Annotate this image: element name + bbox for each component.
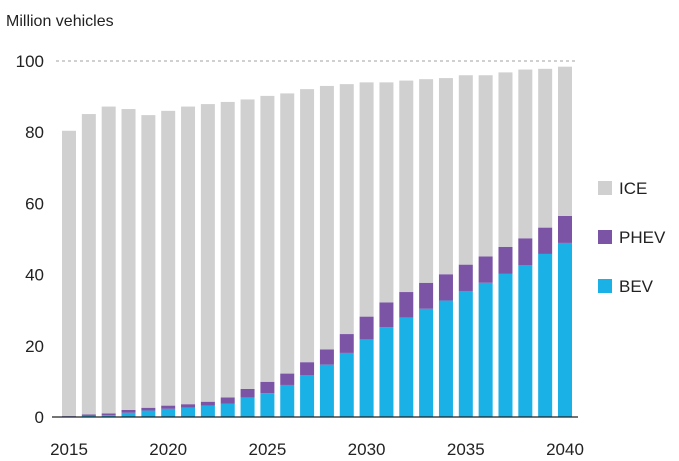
bar-ice-2027	[300, 89, 315, 363]
bar-phev-2027	[300, 362, 315, 375]
bar-ice-2020	[161, 110, 176, 406]
bar-ice-2028	[319, 85, 334, 350]
bar-phev-2024	[240, 388, 255, 398]
x-tick-label: 2040	[546, 440, 584, 459]
bar-bev-2037	[498, 273, 513, 417]
y-tick-label: 60	[25, 194, 44, 213]
bar-bev-2040	[558, 242, 572, 417]
bar-ice-2018	[121, 109, 136, 410]
y-axis-title: Million vehicles	[6, 13, 114, 30]
bar-phev-2020	[161, 405, 176, 409]
bar-bev-2020	[161, 408, 176, 417]
y-tick-label: 0	[35, 408, 44, 427]
bar-bev-2026	[280, 384, 295, 417]
bar-phev-2037	[498, 246, 513, 274]
bar-phev-2021	[181, 404, 196, 408]
bar-ice-2037	[498, 72, 513, 247]
x-tick-label: 2015	[50, 440, 88, 459]
y-tick-labels: 0 20 40 60 80 100	[16, 52, 44, 427]
bar-bev-2030	[359, 339, 374, 417]
bar-ice-2035	[458, 75, 473, 265]
bar-ice-2030	[359, 82, 374, 317]
bar-phev-2032	[399, 292, 414, 318]
bar-ice-2038	[518, 69, 533, 239]
bar-phev-2030	[359, 316, 374, 340]
bar-bev-2025	[260, 393, 275, 417]
bar-phev-2039	[538, 227, 553, 254]
legend: ICE PHEV BEV	[598, 179, 666, 296]
bar-ice-2040	[558, 66, 572, 216]
bar-ice-2024	[240, 99, 255, 389]
bar-phev-2023	[220, 397, 235, 404]
bar-ice-2032	[399, 80, 414, 293]
legend-label-phev: PHEV	[619, 228, 666, 247]
bar-bev-2039	[538, 253, 553, 417]
bar-phev-2040	[558, 215, 572, 243]
bar-ice-2033	[419, 79, 434, 283]
bar-phev-2038	[518, 238, 533, 266]
legend-swatch-phev	[598, 230, 612, 244]
bar-phev-2031	[379, 302, 394, 328]
bar-ice-2039	[538, 68, 553, 228]
bars	[62, 66, 572, 417]
bar-ice-2015	[62, 130, 76, 416]
bar-bev-2031	[379, 327, 394, 417]
bar-ice-2034	[438, 78, 453, 275]
bar-phev-2019	[141, 407, 156, 411]
bar-bev-2017	[101, 415, 116, 417]
bar-ice-2031	[379, 82, 394, 303]
y-tick-label: 80	[25, 123, 44, 142]
bar-bev-2038	[518, 265, 533, 417]
y-tick-label: 20	[25, 337, 44, 356]
bar-bev-2018	[121, 412, 136, 417]
bar-ice-2026	[280, 93, 295, 374]
bar-phev-2025	[260, 381, 275, 394]
bar-bev-2023	[220, 403, 235, 417]
y-tick-label: 100	[16, 52, 44, 71]
bar-bev-2034	[438, 300, 453, 417]
bar-bev-2035	[458, 290, 473, 417]
legend-label-ice: ICE	[619, 179, 647, 198]
bar-ice-2021	[181, 106, 196, 405]
x-tick-label: 2025	[248, 440, 286, 459]
y-tick-label: 40	[25, 266, 44, 285]
bar-bev-2024	[240, 397, 255, 417]
legend-label-bev: BEV	[619, 277, 654, 296]
bar-phev-2029	[339, 334, 354, 353]
bar-bev-2028	[319, 364, 334, 417]
bar-ice-2016	[81, 114, 96, 415]
bar-phev-2022	[200, 401, 215, 406]
bar-bev-2022	[200, 405, 215, 417]
bar-phev-2035	[458, 264, 473, 291]
bar-bev-2029	[339, 352, 354, 417]
bar-bev-2036	[478, 282, 493, 417]
bar-phev-2036	[478, 256, 493, 283]
bar-ice-2019	[141, 115, 156, 408]
bar-ice-2025	[260, 95, 275, 382]
bar-phev-2017	[101, 413, 116, 416]
bar-bev-2032	[399, 317, 414, 417]
bar-ice-2022	[200, 104, 215, 402]
bar-phev-2026	[280, 373, 295, 385]
bar-ice-2023	[220, 101, 235, 398]
legend-swatch-bev	[598, 279, 612, 293]
bar-bev-2033	[419, 308, 434, 417]
bar-ice-2017	[101, 106, 116, 414]
bar-bev-2027	[300, 374, 315, 417]
bar-ice-2036	[478, 75, 493, 257]
bar-phev-2018	[121, 409, 136, 413]
x-tick-label: 2035	[447, 440, 485, 459]
legend-swatch-ice	[598, 181, 612, 195]
bar-phev-2034	[438, 274, 453, 301]
bar-phev-2033	[419, 282, 434, 309]
bar-bev-2021	[181, 407, 196, 417]
x-tick-label: 2020	[149, 440, 187, 459]
bar-phev-2016	[81, 414, 96, 416]
bar-ice-2029	[339, 84, 354, 335]
x-tick-labels: 2015 2020 2025 2030 2035 2040	[50, 440, 584, 459]
bar-phev-2028	[319, 349, 334, 365]
x-tick-label: 2030	[348, 440, 386, 459]
bar-bev-2019	[141, 410, 156, 417]
